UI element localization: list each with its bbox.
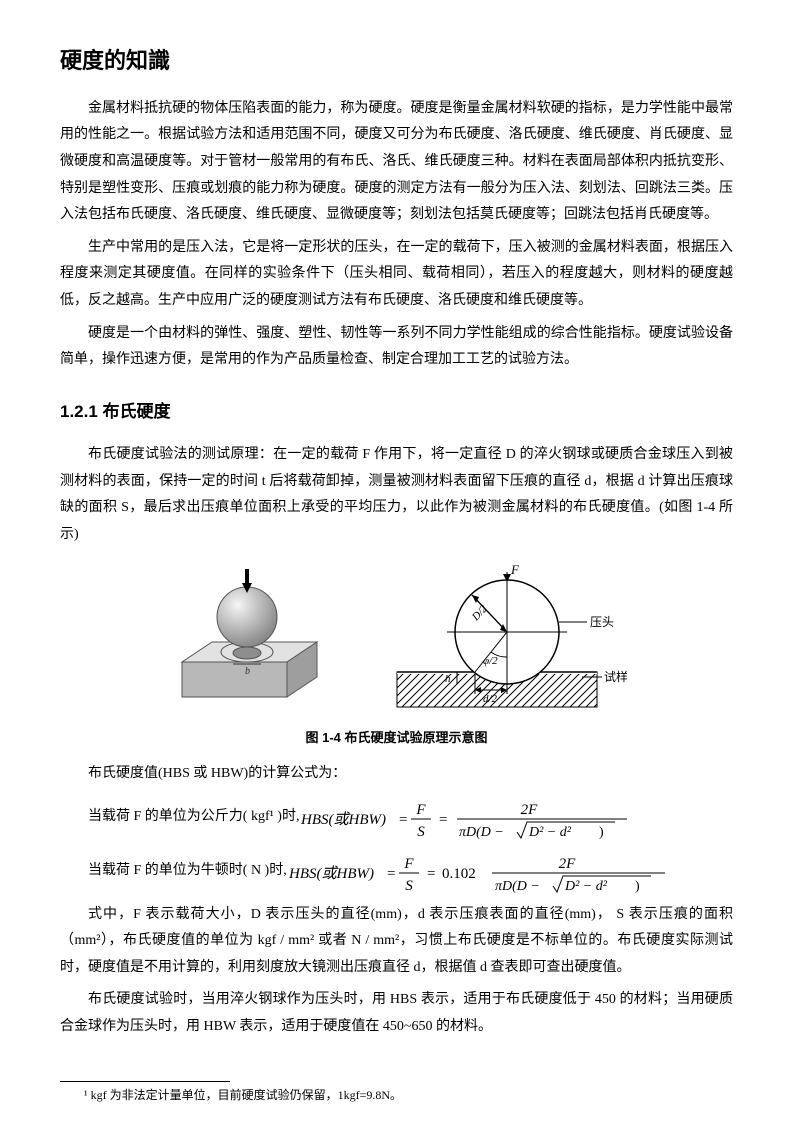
svg-text:=: = bbox=[399, 812, 407, 828]
svg-text:2F: 2F bbox=[558, 856, 576, 872]
formula-intro: 布氏硬度值(HBS 或 HBW)的计算公式为： bbox=[60, 761, 733, 788]
svg-text:): ) bbox=[599, 825, 604, 840]
formula-2-lead: 当载荷 F 的单位为牛顿时( N )时, bbox=[60, 858, 287, 885]
intro-para-1: 金属材料抵抗硬的物体压陷表面的能力，称为硬度。硬度是衡量金属材料软硬的指标，是力… bbox=[60, 96, 733, 229]
svg-text:0.102: 0.102 bbox=[442, 866, 476, 882]
label-F: F bbox=[510, 562, 520, 577]
intro-para-3: 硬度是一个由材料的弹性、强度、塑性、韧性等一系列不同力学性能组成的综合性能指标。… bbox=[60, 321, 733, 374]
section-para-4: 布氏硬度试验时，当用淬火钢球作为压头时，用 HBS 表示，适用于布氏硬度低于 4… bbox=[60, 987, 733, 1040]
label-indenter: 压头 bbox=[590, 615, 614, 629]
label-sample: 试样 bbox=[604, 669, 627, 684]
figure-caption: 图 1-4 布氏硬度试验原理示意图 bbox=[60, 726, 733, 751]
figure-right-schematic-icon: F D/2 φ/2 d/2 h 压头 试样 bbox=[387, 562, 627, 722]
svg-text:HBS(或HBW): HBS(或HBW) bbox=[288, 865, 374, 882]
svg-text:b: b bbox=[245, 666, 250, 677]
footnote-text: ¹ kgf 为非法定计量单位，目前硬度试验仍保留，1kgf=9.8N。 bbox=[60, 1084, 733, 1107]
svg-text:S: S bbox=[405, 878, 413, 894]
svg-text:S: S bbox=[418, 824, 426, 840]
label-phi2: φ/2 bbox=[483, 655, 498, 667]
section-heading-1-2-1: 1.2.1 布氏硬度 bbox=[60, 396, 733, 428]
svg-text:HBS(或HBW): HBS(或HBW) bbox=[300, 811, 386, 828]
svg-text:=: = bbox=[387, 866, 395, 882]
svg-text:D² − d²: D² − d² bbox=[528, 825, 572, 840]
figure-1-4: b F D/2 φ/2 d/2 bbox=[60, 562, 733, 722]
label-h: h bbox=[445, 673, 451, 685]
label-d2: d/2 bbox=[483, 693, 498, 705]
svg-text:F: F bbox=[416, 802, 427, 818]
svg-text:2F: 2F bbox=[521, 802, 539, 818]
footnote-divider bbox=[60, 1081, 230, 1082]
svg-text:): ) bbox=[635, 879, 640, 894]
section-para-3: 式中，F 表示载荷大小，D 表示压头的直径(mm)，d 表示压痕表面的直径(mm… bbox=[60, 902, 733, 982]
svg-text:=: = bbox=[439, 812, 447, 828]
page-title: 硬度的知識 bbox=[60, 40, 733, 82]
svg-text:πD(D −: πD(D − bbox=[459, 825, 504, 840]
formula-1-lead: 当载荷 F 的单位为公斤力( kgf¹ )时, bbox=[60, 804, 299, 831]
formula-2-svg: HBS(或HBW) = F S = 0.102 2F πD(D − D² − d… bbox=[287, 848, 707, 896]
svg-text:D² − d²: D² − d² bbox=[564, 879, 608, 894]
svg-text:=: = bbox=[427, 866, 435, 882]
formula-1-svg: HBS(或HBW) = F S = 2F πD(D − D² − d² ) bbox=[299, 794, 679, 842]
svg-text:πD(D −: πD(D − bbox=[495, 879, 540, 894]
svg-text:F: F bbox=[403, 856, 414, 872]
formula-1: 当载荷 F 的单位为公斤力( kgf¹ )时, HBS(或HBW) = F S … bbox=[60, 794, 733, 842]
formula-2: 当载荷 F 的单位为牛顿时( N )时, HBS(或HBW) = F S = 0… bbox=[60, 848, 733, 896]
intro-para-2: 生产中常用的是压入法，它是将一定形状的压头，在一定的载荷下，压入被测的金属材料表… bbox=[60, 235, 733, 315]
section-para-1: 布氏硬度试验法的测试原理：在一定的载荷 F 作用下，将一定直径 D 的淬火钢球或… bbox=[60, 442, 733, 548]
figure-left-3d-icon: b bbox=[167, 567, 337, 717]
